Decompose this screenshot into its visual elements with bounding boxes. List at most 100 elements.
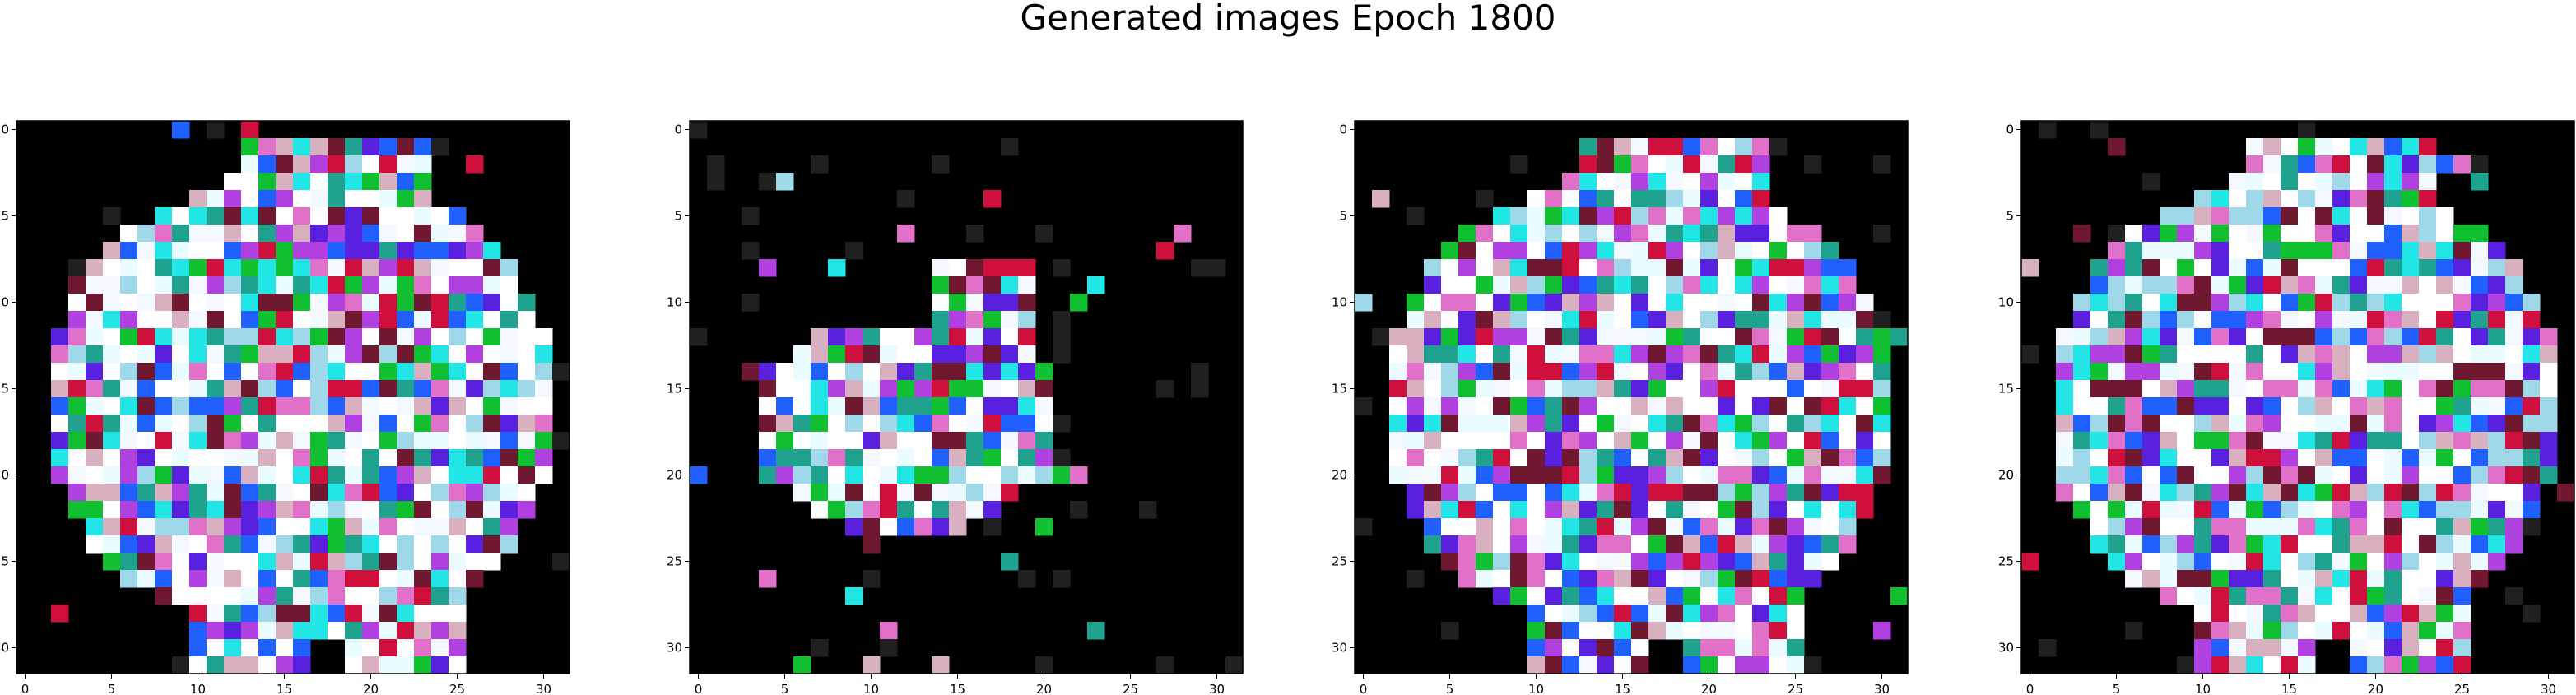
heatmap-cell bbox=[1510, 449, 1528, 467]
heatmap-cell bbox=[1752, 259, 1770, 277]
heatmap-cell bbox=[414, 587, 432, 605]
heatmap-cell bbox=[1666, 397, 1684, 415]
heatmap-cell bbox=[51, 345, 69, 364]
heatmap-cell bbox=[2108, 259, 2126, 277]
heatmap-cell bbox=[1510, 570, 1528, 588]
heatmap-cell bbox=[1683, 432, 1701, 450]
heatmap-cell bbox=[1787, 449, 1805, 467]
heatmap-cell bbox=[1683, 501, 1701, 519]
heatmap-cell bbox=[1856, 380, 1874, 398]
heatmap-cell bbox=[483, 259, 501, 277]
heatmap-cell bbox=[2263, 207, 2281, 225]
heatmap-cell bbox=[1700, 622, 1718, 640]
heatmap-cell bbox=[2246, 173, 2264, 191]
heatmap-cell bbox=[103, 259, 121, 277]
heatmap-cell bbox=[2436, 242, 2454, 260]
heatmap-cell bbox=[1407, 311, 1425, 329]
heatmap-cell bbox=[966, 449, 984, 467]
heatmap-cell bbox=[1562, 380, 1580, 398]
heatmap-cell bbox=[1614, 259, 1632, 277]
heatmap-cell bbox=[155, 242, 173, 260]
heatmap-cell bbox=[1579, 207, 1597, 225]
heatmap-cell bbox=[2367, 415, 2385, 433]
heatmap-cell bbox=[1614, 155, 1632, 174]
heatmap-cell bbox=[1510, 259, 1528, 277]
heatmap-cell bbox=[241, 311, 259, 329]
heatmap-cell bbox=[932, 363, 950, 381]
heatmap-cell bbox=[328, 570, 346, 588]
heatmap-cell bbox=[2367, 311, 2385, 329]
heatmap-cell bbox=[68, 449, 86, 467]
heatmap-cell bbox=[2281, 276, 2299, 294]
heatmap-cell bbox=[241, 138, 259, 156]
heatmap-cell bbox=[1545, 242, 1563, 260]
heatmap-cell bbox=[535, 466, 553, 484]
heatmap-cell bbox=[414, 345, 432, 364]
heatmap-cell bbox=[2419, 345, 2437, 364]
heatmap-cell bbox=[172, 553, 190, 571]
heatmap-cell bbox=[2246, 363, 2264, 381]
heatmap-cell bbox=[328, 363, 346, 381]
heatmap-cell bbox=[2453, 622, 2471, 640]
heatmap-cell bbox=[103, 276, 121, 294]
heatmap-cell bbox=[2246, 484, 2264, 502]
heatmap-cell bbox=[1562, 432, 1580, 450]
heatmap-cell bbox=[1752, 138, 1770, 156]
heatmap-cell bbox=[1718, 518, 1736, 536]
heatmap-cell bbox=[880, 449, 898, 467]
heatmap-cell bbox=[189, 242, 207, 260]
heatmap-cell bbox=[1545, 535, 1563, 554]
heatmap-cell bbox=[1527, 311, 1546, 329]
heatmap-cell bbox=[414, 138, 432, 156]
heatmap-cell bbox=[241, 484, 259, 502]
heatmap-cell bbox=[845, 484, 863, 502]
heatmap-cell bbox=[1018, 415, 1036, 433]
heatmap-cell bbox=[328, 311, 346, 329]
heatmap-cell bbox=[276, 656, 294, 674]
heatmap-cell bbox=[1873, 328, 1891, 346]
heatmap-cell bbox=[1424, 259, 1442, 277]
heatmap-cell bbox=[2194, 466, 2212, 484]
heatmap-cell bbox=[241, 570, 259, 588]
heatmap-cell bbox=[431, 449, 449, 467]
heatmap-cell bbox=[1510, 553, 1528, 571]
heatmap-cell bbox=[1579, 415, 1597, 433]
heatmap-cell bbox=[1718, 138, 1736, 156]
heatmap-cell bbox=[258, 225, 277, 243]
heatmap-cell bbox=[379, 276, 398, 294]
heatmap-cell bbox=[1562, 656, 1580, 674]
heatmap-cell bbox=[466, 535, 484, 554]
heatmap-cell bbox=[2505, 294, 2523, 312]
heatmap-cell bbox=[2505, 466, 2523, 484]
heatmap-cell bbox=[2315, 294, 2333, 312]
heatmap-cell bbox=[2211, 328, 2230, 346]
heatmap-cell bbox=[2160, 276, 2178, 294]
heatmap-cell bbox=[2436, 415, 2454, 433]
heatmap-cell bbox=[328, 207, 346, 225]
heatmap-cell bbox=[258, 259, 277, 277]
heatmap-cell bbox=[2142, 553, 2160, 571]
heatmap-cell bbox=[1389, 345, 1407, 364]
heatmap-cell bbox=[1856, 415, 1874, 433]
heatmap-cell bbox=[345, 432, 363, 450]
heatmap-cell bbox=[863, 570, 881, 588]
heatmap-cell bbox=[224, 397, 242, 415]
heatmap-cell bbox=[2281, 345, 2299, 364]
heatmap-cell bbox=[2436, 449, 2454, 467]
heatmap-cell bbox=[1752, 328, 1770, 346]
heatmap-cell bbox=[1579, 225, 1597, 243]
heatmap-cell bbox=[2281, 466, 2299, 484]
heatmap-cell bbox=[1821, 432, 1839, 450]
heatmap-cell bbox=[1718, 656, 1736, 674]
heatmap-cell bbox=[189, 380, 207, 398]
heatmap-cell bbox=[1614, 553, 1632, 571]
heatmap-cell bbox=[1631, 190, 1649, 208]
heatmap-cell bbox=[379, 173, 398, 191]
heatmap-cell bbox=[2298, 207, 2316, 225]
heatmap-cell bbox=[776, 397, 794, 415]
heatmap-cell bbox=[1718, 570, 1736, 588]
heatmap-cell bbox=[224, 553, 242, 571]
heatmap-cell bbox=[1562, 518, 1580, 536]
heatmap-cell bbox=[2246, 380, 2264, 398]
heatmap-cell bbox=[1631, 622, 1649, 640]
